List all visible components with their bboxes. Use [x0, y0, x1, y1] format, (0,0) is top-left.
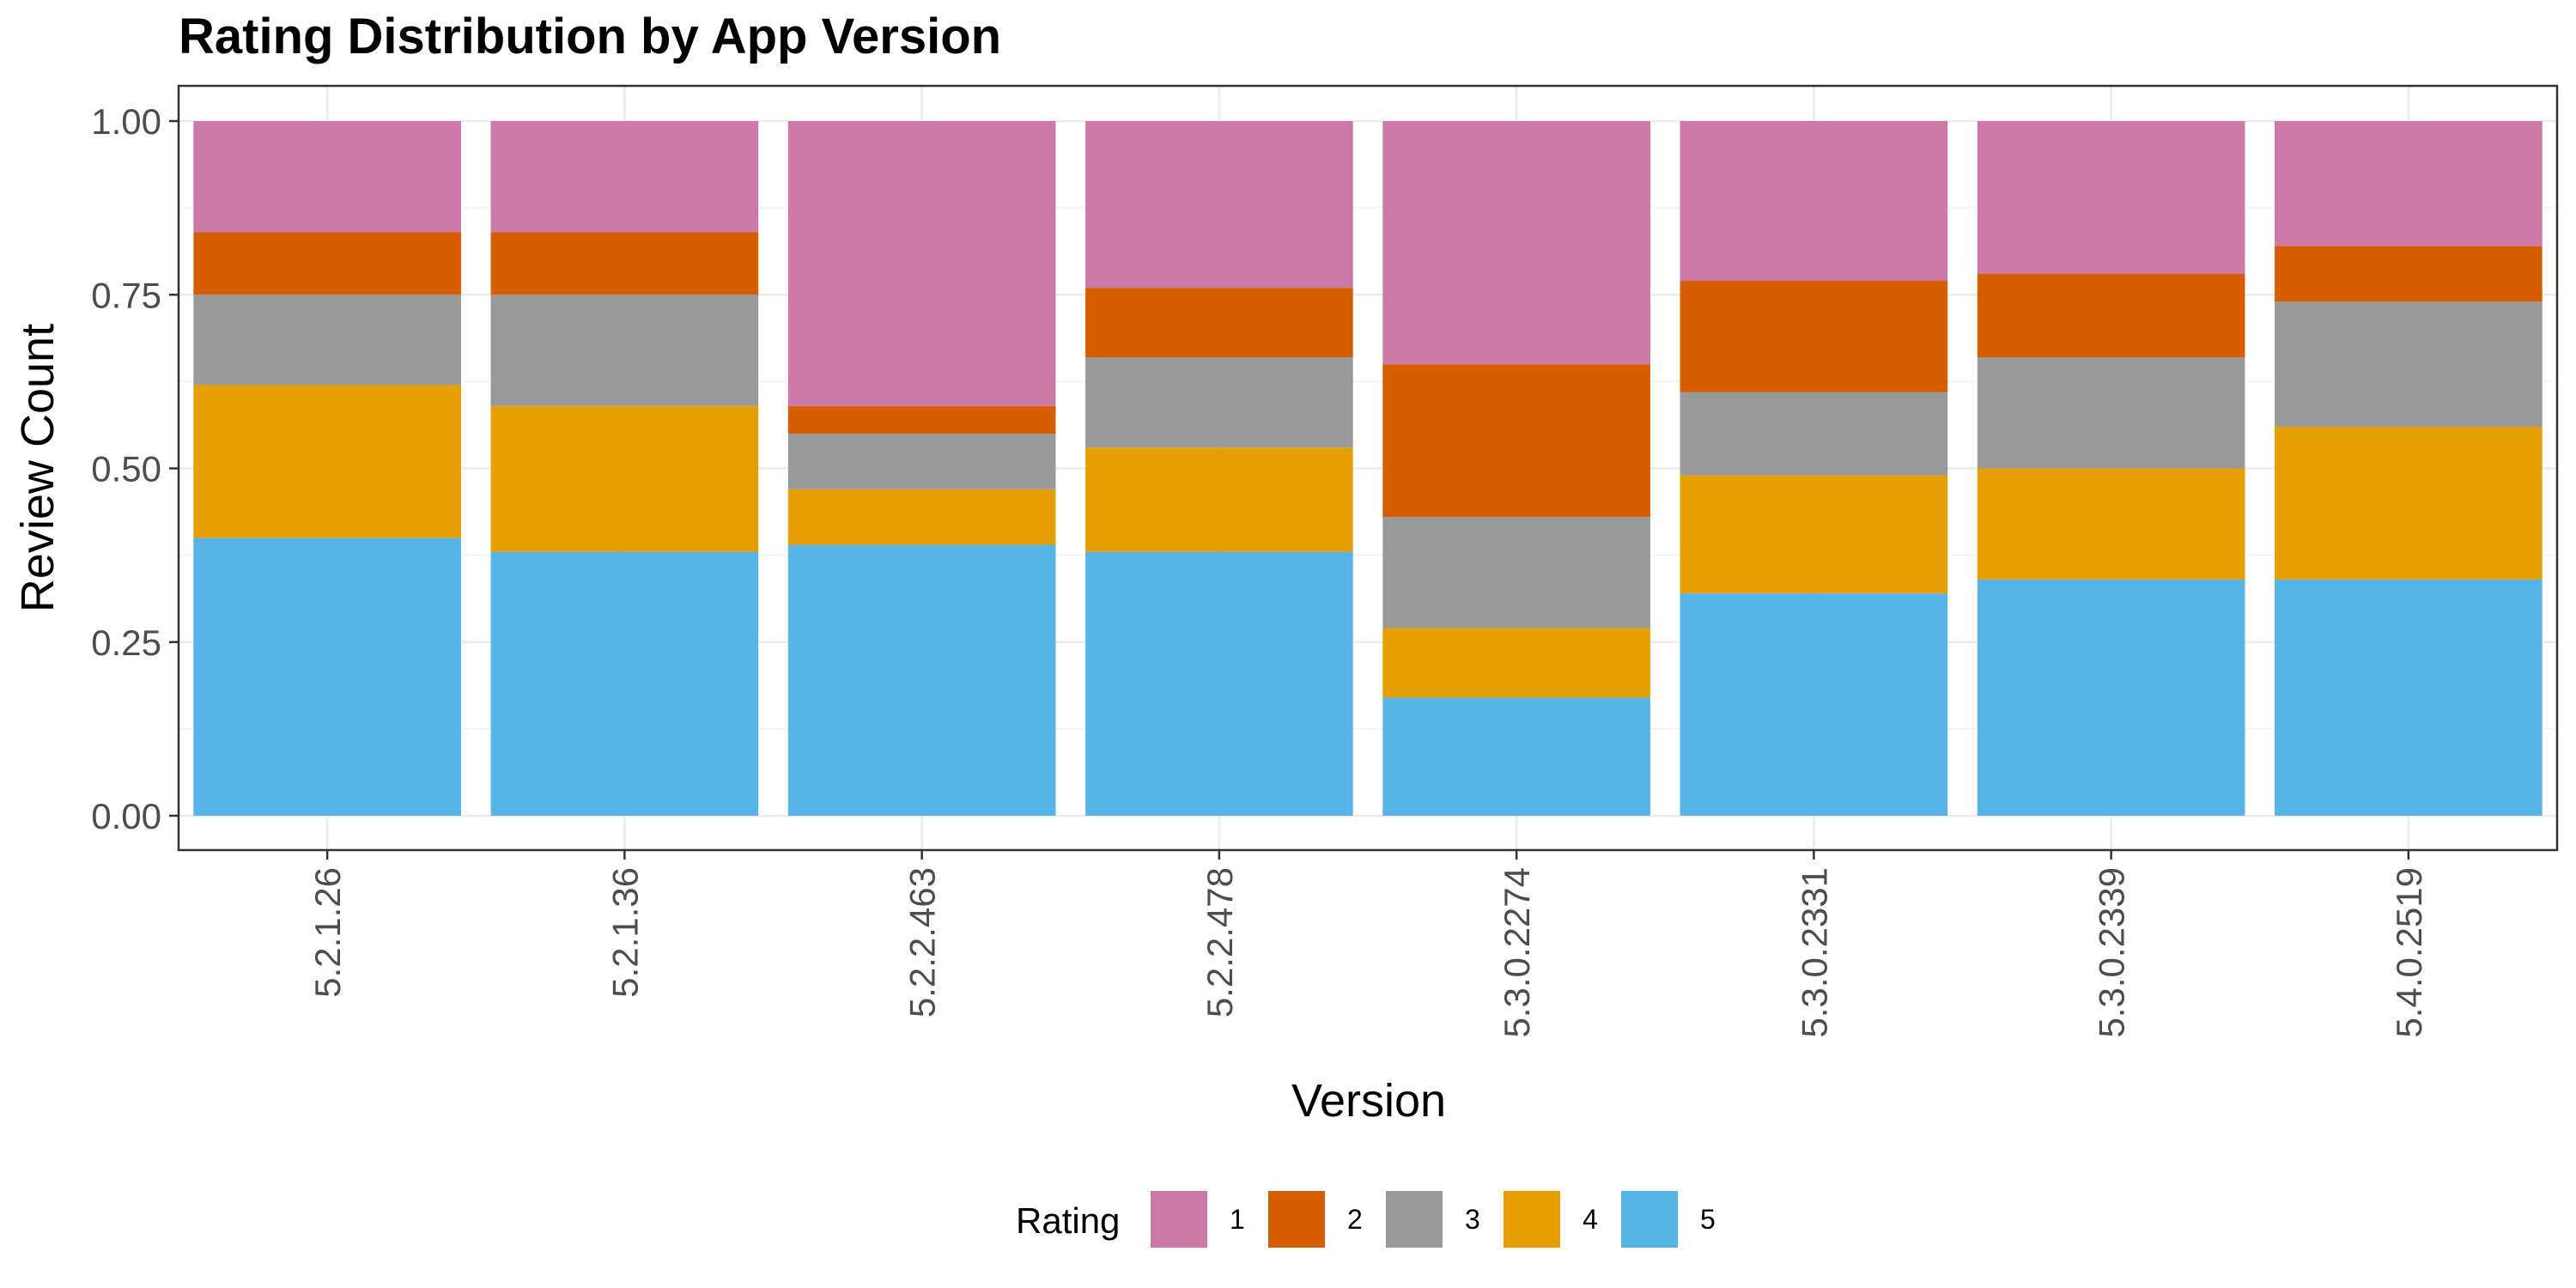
legend-item-2: 2	[1268, 1191, 1363, 1248]
bar-segment-rating-1	[2275, 121, 2543, 246]
bar-segment-rating-5	[1085, 551, 1353, 816]
bar-segment-rating-1	[1977, 121, 2245, 274]
bar-stack-5.2.1.26	[193, 121, 461, 816]
legend-key-5	[1621, 1191, 1678, 1248]
bar-segment-rating-2	[1085, 288, 1353, 358]
bar-segment-rating-4	[1680, 475, 1948, 594]
bar-segment-rating-1	[490, 121, 759, 233]
legend-key-2	[1268, 1191, 1325, 1248]
y-tick-label: 1.00	[91, 101, 161, 142]
x-axis-title: Version	[1291, 1075, 1446, 1127]
bar-segment-rating-1	[1680, 121, 1948, 282]
legend-key-1	[1151, 1191, 1207, 1248]
bar-segment-rating-4	[1977, 468, 2245, 580]
bar-segment-rating-4	[1085, 447, 1353, 552]
legend-label-3: 3	[1465, 1204, 1480, 1235]
bar-segment-rating-5	[1382, 697, 1650, 816]
x-tick-label: 5.3.0.2339	[2092, 867, 2132, 1038]
bar-segment-rating-1	[787, 121, 1056, 406]
bar-segment-rating-3	[1085, 357, 1353, 448]
bar-stack-5.3.0.2339	[1977, 121, 2245, 816]
bar-stack-5.2.2.463	[787, 121, 1056, 816]
legend-label-4: 4	[1583, 1204, 1598, 1235]
y-tick-label: 0.75	[91, 275, 161, 315]
bar-segment-rating-4	[787, 489, 1056, 545]
x-tick-label: 5.2.2.478	[1200, 867, 1240, 1018]
legend-item-4: 4	[1504, 1191, 1598, 1248]
bar-segment-rating-4	[2275, 426, 2543, 580]
bar-segment-rating-4	[193, 385, 461, 538]
bar-segment-rating-1	[1085, 121, 1353, 289]
x-tick-label: 5.4.0.2519	[2389, 867, 2429, 1038]
bar-segment-rating-5	[490, 551, 759, 816]
legend: Rating 1 2 3 4 5	[1016, 1191, 1716, 1248]
legend-title: Rating	[1016, 1200, 1120, 1241]
chart-title: Rating Distribution by App Version	[179, 9, 1001, 64]
bar-segment-rating-2	[787, 405, 1056, 434]
bar-segment-rating-2	[1382, 364, 1650, 518]
bar-stack-5.3.0.2274	[1382, 121, 1650, 816]
y-axis: 0.00 0.25 0.50 0.75 1.00	[91, 101, 179, 836]
bar-segment-rating-3	[1977, 357, 2245, 469]
x-tick-label: 5.3.0.2331	[1794, 867, 1834, 1038]
bar-segment-rating-5	[2275, 579, 2543, 816]
bar-segment-rating-5	[1680, 593, 1948, 816]
legend-items: 1 2 3 4 5	[1151, 1191, 1716, 1248]
legend-label-2: 2	[1347, 1204, 1363, 1235]
bar-segment-rating-3	[490, 295, 759, 406]
bar-segment-rating-3	[787, 434, 1056, 489]
bar-segment-rating-2	[1977, 273, 2245, 358]
bar-segment-rating-2	[490, 232, 759, 295]
legend-key-4	[1504, 1191, 1560, 1248]
bar-segment-rating-5	[193, 538, 461, 816]
bar-stack-5.3.0.2331	[1680, 121, 1948, 816]
x-tick-label: 5.2.1.26	[307, 867, 348, 998]
legend-item-3: 3	[1386, 1191, 1480, 1248]
bar-segment-rating-2	[2275, 246, 2543, 302]
bar-segment-rating-3	[193, 295, 461, 386]
bar-segment-rating-2	[193, 232, 461, 295]
bar-segment-rating-2	[1680, 281, 1948, 392]
bars	[193, 121, 2543, 816]
x-tick-label: 5.3.0.2274	[1497, 867, 1537, 1038]
bar-segment-rating-3	[1382, 517, 1650, 629]
y-tick-label: 0.25	[91, 623, 161, 663]
legend-key-3	[1386, 1191, 1443, 1248]
bar-segment-rating-5	[1977, 579, 2245, 816]
bar-stack-5.4.0.2519	[2275, 121, 2543, 816]
bar-segment-rating-3	[1680, 392, 1948, 476]
y-tick-label: 0.50	[91, 449, 161, 489]
bar-segment-rating-1	[1382, 121, 1650, 365]
bar-segment-rating-4	[490, 405, 759, 552]
bar-stack-5.2.1.36	[490, 121, 759, 816]
legend-label-1: 1	[1230, 1204, 1245, 1235]
legend-item-5: 5	[1621, 1191, 1716, 1248]
bar-segment-rating-5	[787, 544, 1056, 816]
y-axis-title: Review Count	[12, 324, 64, 612]
x-tick-label: 5.2.2.463	[902, 867, 943, 1018]
legend-item-1: 1	[1151, 1191, 1245, 1248]
x-axis: 5.2.1.26 5.2.1.36 5.2.2.463 5.2.2.478 5.3.0.…	[307, 850, 2429, 1038]
legend-label-5: 5	[1700, 1204, 1716, 1235]
bar-segment-rating-4	[1382, 628, 1650, 698]
bar-stack-5.2.2.478	[1085, 121, 1353, 816]
y-tick-label: 0.00	[91, 796, 161, 836]
x-tick-label: 5.2.1.36	[605, 867, 645, 998]
bar-segment-rating-1	[193, 121, 461, 233]
bar-segment-rating-3	[2275, 301, 2543, 427]
